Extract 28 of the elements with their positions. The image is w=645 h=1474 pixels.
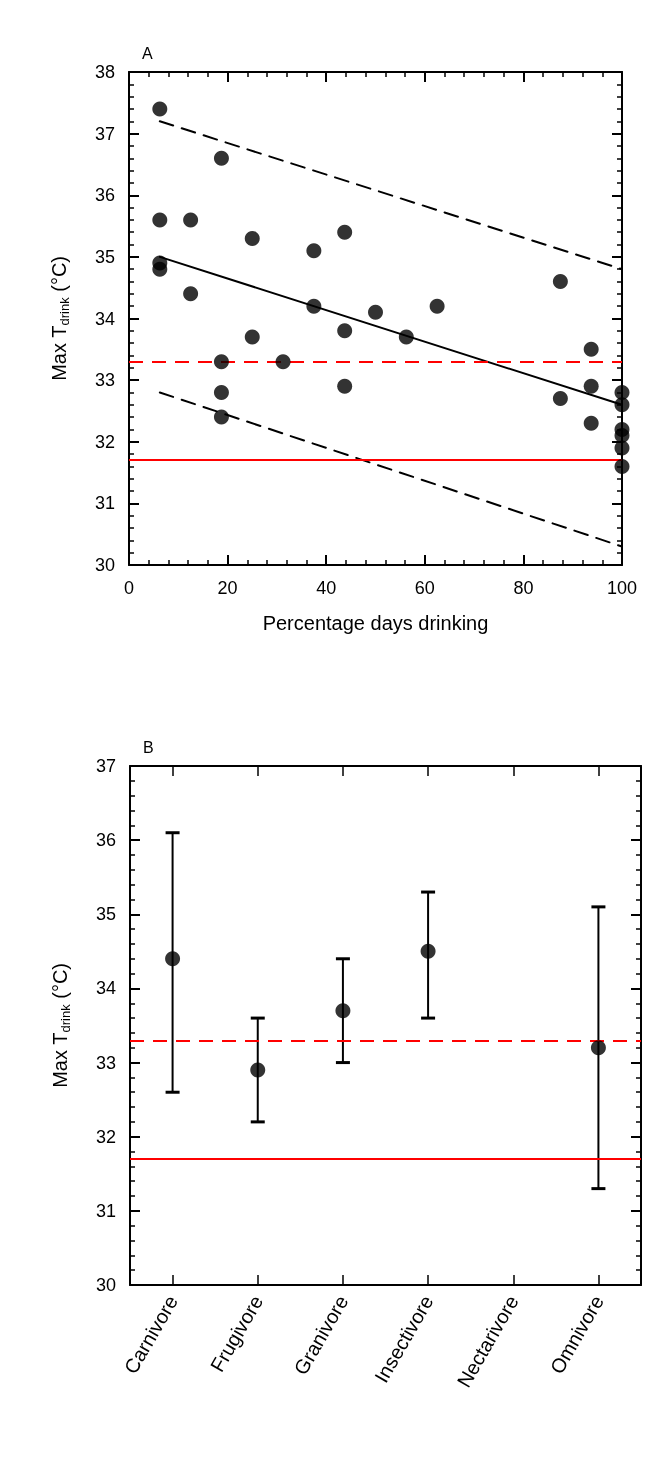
chart-title: B xyxy=(143,738,154,756)
y-tick-label: 35 xyxy=(94,246,115,267)
chart-title: A xyxy=(142,44,153,62)
y-tick-label: 32 xyxy=(94,431,115,452)
x-tick-label: 40 xyxy=(316,578,337,598)
x-tick-label: 20 xyxy=(217,578,238,598)
x-tick-label: 0 xyxy=(123,578,135,598)
y-tick-label: 31 xyxy=(95,1200,116,1221)
y-tick-label: 35 xyxy=(95,904,116,925)
y-tick-label: 32 xyxy=(95,1126,116,1147)
y-tick-label: 31 xyxy=(94,493,115,514)
y-tick-label: 34 xyxy=(94,308,115,329)
y-axis-title: Max Tdrink (°C) xyxy=(48,962,73,1088)
y-tick-label: 30 xyxy=(94,555,115,575)
x-tick-label: 80 xyxy=(513,578,534,598)
y-tick-label: 33 xyxy=(94,370,115,391)
y-tick-label: 37 xyxy=(94,123,115,144)
x-axis-title: Percentage days drinking xyxy=(262,612,489,634)
y-axis-title: Max Tdrink (°C) xyxy=(47,255,72,381)
x-tick-label: 60 xyxy=(414,578,435,598)
y-tick-label: 30 xyxy=(95,1275,116,1295)
x-tick-label: 100 xyxy=(606,578,638,598)
y-tick-label: 36 xyxy=(94,185,115,206)
y-tick-label: 33 xyxy=(95,1052,116,1073)
y-tick-label: 34 xyxy=(95,978,116,999)
y-tick-label: 37 xyxy=(95,756,116,776)
y-tick-label: 36 xyxy=(95,830,116,851)
y-tick-label: 38 xyxy=(94,62,115,82)
